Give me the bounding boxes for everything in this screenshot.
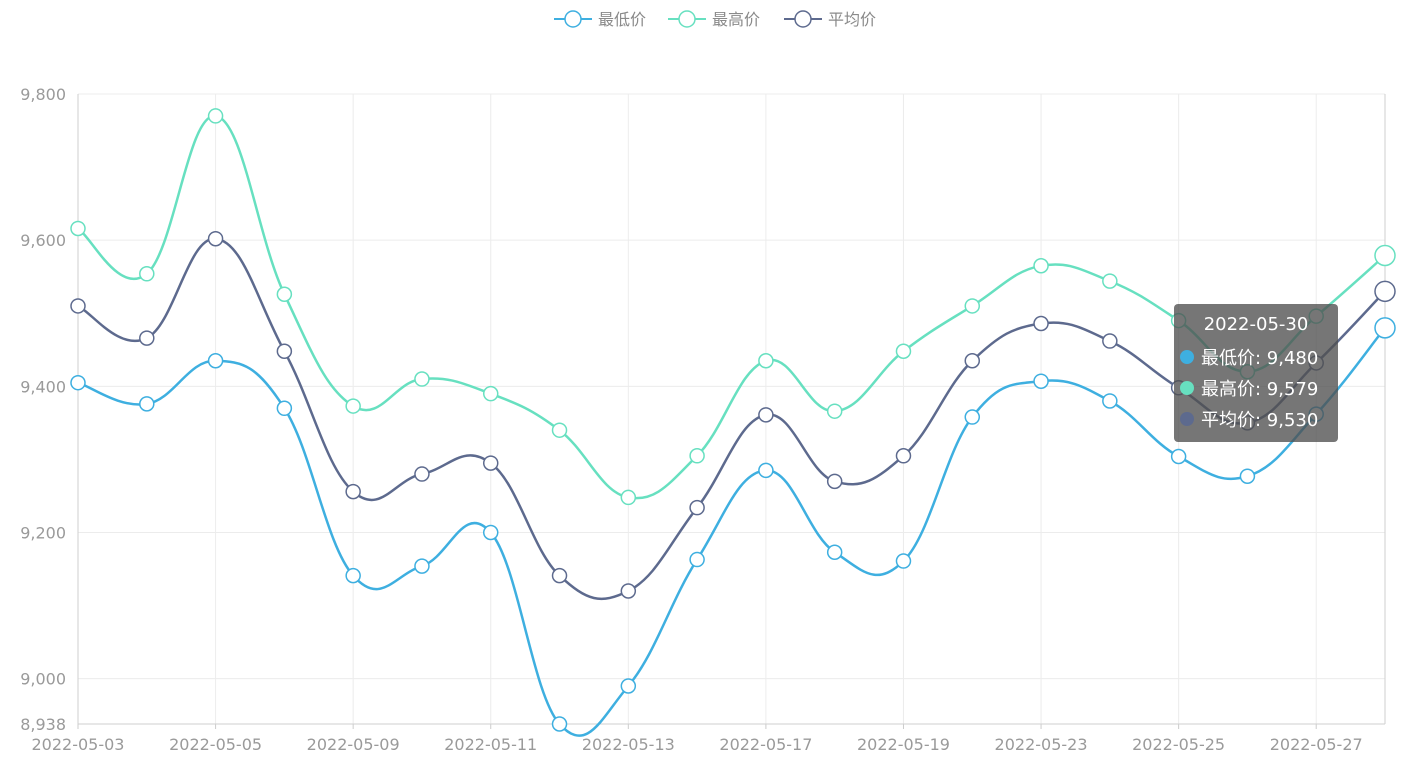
legend-item-0[interactable]: 最低价 xyxy=(554,10,646,29)
data-point xyxy=(551,716,568,732)
data-point xyxy=(758,353,774,369)
x-tick-label: 2022-05-11 xyxy=(444,735,537,754)
legend[interactable]: 最低价 最高价 平均价 xyxy=(554,10,876,29)
data-point xyxy=(689,551,705,568)
tooltip-label: 最高价: 9,579 xyxy=(1201,378,1319,400)
legend-marker-icon xyxy=(678,10,696,28)
data-point xyxy=(1374,317,1396,339)
tooltip-label: 最低价: 9,480 xyxy=(1201,347,1319,369)
tooltip: 2022-05-30 最低价: 9,480 最高价: 9,579 平均价: 9,… xyxy=(1174,304,1338,442)
data-point xyxy=(207,353,224,369)
data-point xyxy=(1102,393,1118,409)
data-point xyxy=(1102,333,1118,349)
data-point xyxy=(826,473,843,490)
x-tick-label: 2022-05-23 xyxy=(995,735,1088,754)
legend-item-2[interactable]: 平均价 xyxy=(784,10,876,29)
data-point xyxy=(276,286,293,303)
data-point xyxy=(895,343,912,360)
data-point xyxy=(895,553,912,569)
data-point xyxy=(826,544,843,560)
legend-label: 最低价 xyxy=(598,10,646,29)
y-tick-label: 9,200 xyxy=(20,524,66,543)
series-points xyxy=(70,108,1396,732)
data-point xyxy=(1033,258,1049,274)
data-point xyxy=(482,524,499,541)
data-point xyxy=(139,266,155,282)
x-tick-label: 2022-05-05 xyxy=(169,735,262,754)
tooltip-row-avg: 平均价: 9,530 xyxy=(1180,403,1332,434)
data-point xyxy=(70,220,86,237)
data-point xyxy=(139,396,155,412)
data-point xyxy=(345,567,361,584)
data-point xyxy=(895,448,912,464)
data-point xyxy=(1033,373,1049,389)
data-point xyxy=(689,499,705,516)
x-tick-label: 2022-05-13 xyxy=(582,735,675,754)
legend-label: 最高价 xyxy=(712,10,760,29)
data-point xyxy=(1374,244,1396,267)
data-point xyxy=(826,403,843,419)
data-point xyxy=(1170,448,1187,465)
data-point xyxy=(414,558,430,574)
legend-label: 平均价 xyxy=(828,10,876,29)
data-point xyxy=(758,407,774,423)
tooltip-row-min: 最低价: 9,480 xyxy=(1180,341,1332,372)
y-tick-label: 9,800 xyxy=(20,85,66,104)
y-tick-label: 9,400 xyxy=(20,377,66,396)
tooltip-date: 2022-05-30 xyxy=(1203,314,1309,335)
data-point xyxy=(482,385,499,402)
data-point xyxy=(414,466,430,482)
x-tick-label: 2022-05-19 xyxy=(857,735,950,754)
data-point xyxy=(70,298,86,314)
tooltip-row-max: 最高价: 9,579 xyxy=(1180,372,1332,403)
data-point xyxy=(964,298,981,314)
data-point xyxy=(139,330,155,346)
y-tick-label: 9,600 xyxy=(20,231,66,250)
tooltip-label: 平均价: 9,530 xyxy=(1201,409,1319,431)
data-point xyxy=(620,583,637,599)
data-point xyxy=(964,409,981,425)
data-point xyxy=(964,353,981,369)
y-tick-label: 8,938 xyxy=(20,715,66,734)
data-point xyxy=(1374,280,1396,303)
x-tick-label: 2022-05-17 xyxy=(719,735,812,754)
data-point xyxy=(276,343,293,360)
data-point xyxy=(207,230,224,247)
data-point xyxy=(620,678,637,694)
data-point xyxy=(551,567,568,584)
data-point xyxy=(1239,468,1256,484)
x-tick-label: 2022-05-09 xyxy=(307,735,400,754)
axes: 9,800 9,600 9,400 9,200 9,000 8,9382022-05-03… xyxy=(20,85,1386,754)
data-point xyxy=(1102,273,1118,289)
x-tick-label: 2022-05-25 xyxy=(1132,735,1225,754)
data-point xyxy=(620,489,637,506)
x-tick-label: 2022-05-03 xyxy=(32,735,125,754)
data-point xyxy=(70,374,86,391)
y-tick-label: 9,000 xyxy=(20,670,66,689)
data-point xyxy=(551,422,568,438)
data-point xyxy=(482,455,499,471)
tooltip-dot-icon xyxy=(1180,349,1194,364)
data-point xyxy=(1033,315,1049,332)
data-point xyxy=(758,462,774,479)
legend-marker-icon xyxy=(564,10,582,28)
legend-item-1[interactable]: 最高价 xyxy=(668,10,760,29)
tooltip-dot-icon xyxy=(1180,380,1194,395)
data-point xyxy=(345,398,361,414)
data-point xyxy=(345,483,361,500)
data-point xyxy=(276,400,293,417)
x-tick-label: 2022-05-27 xyxy=(1270,735,1363,754)
data-point xyxy=(689,448,705,464)
data-point xyxy=(414,371,430,387)
data-point xyxy=(207,108,224,124)
tooltip-dot-icon xyxy=(1180,411,1194,426)
legend-marker-icon xyxy=(794,10,812,28)
